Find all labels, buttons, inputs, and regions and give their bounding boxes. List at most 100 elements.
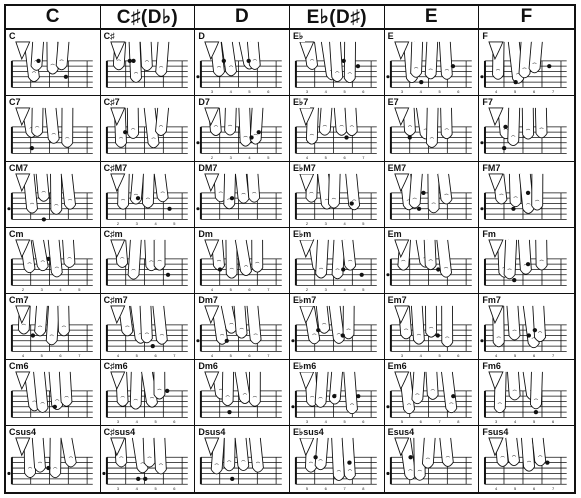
chord-name: FM7	[482, 163, 503, 173]
chord-name: C7	[9, 97, 23, 107]
chord-name: DM7	[198, 163, 220, 173]
fretboard-hand-diagram	[389, 107, 472, 154]
fret-number: 5	[514, 353, 516, 358]
fret-number: 5	[173, 222, 175, 226]
fret-number: 4	[514, 419, 517, 424]
chord-cell: E♭ 3 4 5 6	[289, 30, 385, 96]
fretboard-hand-diagram: 3 4 5 6	[294, 41, 377, 94]
fretboard-hand-diagram: 4 5 6 7	[105, 305, 188, 358]
fret-number: 6	[343, 156, 345, 160]
fret-number: 6	[457, 354, 459, 358]
fret-number: 6	[154, 354, 156, 358]
chord-name: E7	[387, 97, 401, 107]
fret-number: 6	[173, 420, 175, 424]
fretboard-hand-diagram	[200, 371, 283, 418]
fret-number: 4	[249, 156, 252, 160]
chord-cell: E♭m 2 3 4 5	[289, 228, 385, 294]
chord-cell: Dm6	[195, 360, 290, 426]
fretboard-hand-diagram: 3 4 5 6	[291, 371, 377, 424]
chord-cell: E♭m6 3 4 5 6	[289, 360, 385, 426]
chord-cell: F7	[479, 96, 574, 162]
fret-number: 6	[533, 353, 535, 358]
chord-cell: D7 2 3 4 5	[195, 96, 290, 162]
chord-cell: C	[6, 30, 101, 96]
chord-name: Dsus4	[198, 427, 228, 437]
fret-number: 2	[306, 222, 308, 226]
fret-number: 6	[268, 90, 270, 94]
fret-number: 8	[362, 486, 364, 491]
chord-name: Fsus4	[482, 427, 511, 437]
chord-cell: C♯M7 2 3 4 5	[100, 162, 196, 228]
fret-number: 3	[211, 90, 213, 94]
fretboard-hand-diagram	[7, 173, 93, 222]
fret-number: 5	[325, 156, 327, 160]
fretboard-hand-diagram	[10, 41, 93, 88]
chord-name: Fm7	[482, 295, 503, 305]
chord-cell: Em6 5 6 7 8	[384, 360, 480, 426]
fretboard-hand-diagram	[196, 173, 283, 220]
fretboard-hand-diagram: 4 5 6 7	[480, 305, 568, 358]
chord-cell: Cm 2 3 4 5	[6, 228, 101, 294]
chord-name: D	[198, 31, 207, 41]
chord-name: C♯7	[103, 97, 122, 107]
fret-number: 6	[552, 419, 554, 424]
chord-cell: C♯	[100, 30, 196, 96]
chord-name: C♯	[103, 31, 117, 41]
fret-number: 4	[117, 354, 120, 358]
chord-name: Csus4	[9, 427, 39, 437]
chord-name: E♭	[292, 31, 306, 42]
chord-name: E♭m7	[292, 295, 319, 306]
fret-number: 4	[306, 156, 309, 160]
chord-cell: C♯sus4 3 4 5 6	[101, 426, 196, 492]
chord-cell: E♭M7 2 3 4 5	[289, 162, 385, 228]
fret-number: 5	[306, 486, 308, 491]
chord-cell: E♭7 4 5 6 7	[289, 96, 385, 162]
chord-cell: CM7	[6, 162, 101, 228]
fretboard-hand-diagram	[386, 239, 472, 286]
chord-name: Fm	[482, 229, 498, 239]
fretboard-hand-diagram: 3 4 5 6	[484, 371, 568, 424]
fretboard-hand-diagram: 3 4 5 6	[389, 305, 472, 358]
chord-cell: C♯m6 3 4 5 6	[100, 360, 196, 426]
chord-name: Cm7	[9, 295, 31, 305]
fret-number: 4	[211, 288, 214, 292]
fret-number: 4	[419, 354, 422, 358]
fretboard-hand-diagram	[10, 371, 93, 418]
fret-number: 2	[22, 288, 24, 292]
fret-number: 7	[78, 354, 80, 358]
fretboard-hand-diagram	[480, 107, 568, 154]
fret-number: 6	[419, 420, 421, 424]
fret-number: 6	[325, 486, 327, 491]
chord-name: F7	[482, 97, 495, 107]
fret-number: 5	[514, 486, 517, 491]
fretboard-hand-diagram	[105, 107, 188, 154]
fret-number: 6	[173, 486, 175, 491]
fret-number: 2	[211, 156, 213, 160]
fret-number: 4	[495, 486, 498, 491]
fret-number: 5	[230, 288, 232, 292]
fret-number: 6	[249, 288, 251, 292]
chord-cell: Esus4	[385, 426, 480, 492]
chord-name: EM7	[387, 163, 409, 173]
column-header: E♭(D♯)	[289, 6, 385, 30]
fretboard-hand-diagram	[10, 107, 93, 154]
fret-number: 3	[41, 288, 43, 292]
fret-number: 4	[135, 486, 138, 491]
fret-number: 3	[401, 354, 403, 358]
chord-name: Dm	[198, 229, 215, 239]
fret-number: 5	[362, 222, 364, 226]
chord-cell: DM7	[195, 162, 290, 228]
fret-number: 4	[343, 222, 346, 226]
chord-name: C♯m6	[103, 361, 130, 371]
chord-cell: D 3 4 5 6	[195, 30, 290, 96]
chord-cell: Dm7 4 5 6 7	[195, 294, 290, 360]
fretboard-hand-diagram	[480, 173, 568, 220]
chord-cell: FM7	[479, 162, 574, 228]
chord-cell: EM7	[384, 162, 480, 228]
fretboard-hand-diagram: 2 3 4 5	[196, 107, 283, 160]
chord-name: Dm6	[198, 361, 220, 371]
fret-number: 3	[135, 222, 137, 226]
fret-number: 6	[533, 486, 535, 491]
fretboard-hand-diagram: 3 4 5 6	[196, 41, 283, 94]
chord-name: C♯m7	[103, 295, 130, 305]
